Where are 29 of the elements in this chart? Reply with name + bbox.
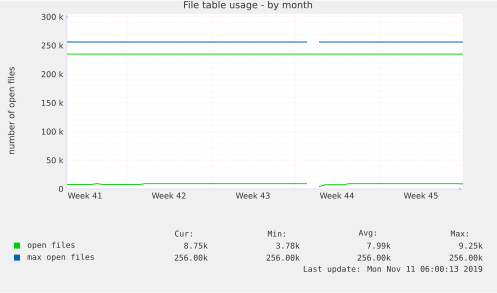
text: Max:	[450, 230, 468, 237]
text: 256.00k	[450, 254, 483, 261]
text: Cur:	[175, 230, 192, 237]
y-tick-label: 150 k	[42, 100, 64, 106]
text: Avg:	[358, 230, 376, 238]
x-tick-label: Week 45	[404, 192, 438, 199]
x-tick-label: Week 41	[68, 192, 102, 199]
chart-title: File table usage - by month	[184, 1, 312, 10]
text: 3.78k	[276, 242, 300, 249]
y-tick-label: 50 k	[46, 157, 64, 164]
x-tick-label: Week 44	[320, 192, 354, 199]
y-axis-title: number of open files	[8, 67, 16, 154]
y-tick-label: 300 k	[42, 14, 64, 20]
y-tick-label: 0	[58, 186, 63, 192]
text: 9.25k	[459, 242, 483, 249]
text: 256.00k	[266, 254, 300, 261]
y-tick-label: 100 k	[42, 128, 64, 135]
text: 256.00k	[174, 254, 208, 261]
text: Min:	[268, 230, 285, 237]
text: 256.00k	[358, 254, 391, 261]
text: 8.75k	[184, 242, 208, 249]
y-tick-label: 250 k	[42, 42, 64, 49]
legend-label: open files	[28, 242, 75, 250]
x-tick-label: Week 42	[152, 192, 186, 199]
text: 7.99k	[367, 242, 391, 249]
text: Last update: Mon Nov 11 06:00:13 2019	[304, 266, 482, 274]
y-tick-label: 200 k	[42, 71, 64, 78]
x-tick-label: Week 43	[236, 192, 270, 199]
legend-label: max open files	[28, 254, 94, 262]
